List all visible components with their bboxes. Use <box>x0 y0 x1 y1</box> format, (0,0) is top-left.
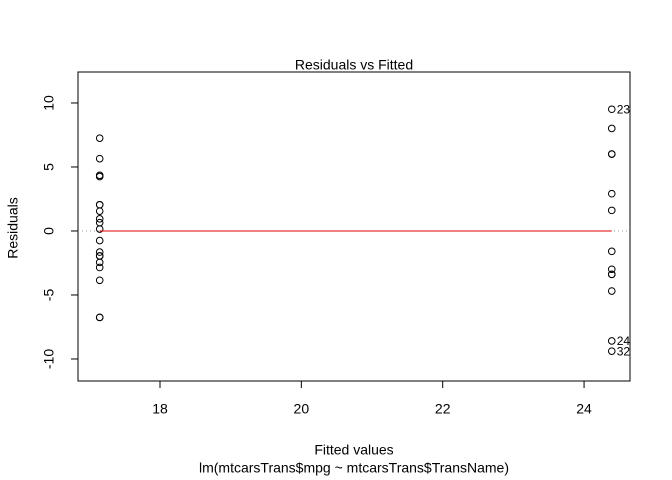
x-tick-label: 18 <box>152 401 168 417</box>
x-tick-label: 22 <box>435 401 451 417</box>
point <box>607 150 616 158</box>
point <box>607 124 616 133</box>
point <box>95 248 104 256</box>
point <box>607 105 616 114</box>
y-tick-label: 10 <box>41 95 57 111</box>
point <box>607 287 616 295</box>
point <box>607 189 616 198</box>
point <box>607 247 616 256</box>
point <box>95 313 104 322</box>
point <box>95 134 104 142</box>
plot-frame <box>77 71 631 382</box>
point-label: 32 <box>617 344 631 358</box>
point <box>95 200 104 209</box>
point <box>95 276 104 285</box>
point <box>607 347 616 355</box>
y-axis-label: Residuals <box>5 197 21 258</box>
subtitle: lm(mtcarsTrans$mpg ~ mtcarsTrans$TransNa… <box>199 460 509 476</box>
x-tick-label: 20 <box>294 401 310 417</box>
chart-title: Residuals vs Fitted <box>295 57 413 73</box>
point <box>607 337 616 345</box>
point <box>95 263 104 272</box>
point <box>95 225 104 233</box>
y-tick-label: -5 <box>41 289 57 302</box>
point-label: 24 <box>617 334 631 348</box>
point <box>607 206 616 215</box>
point <box>607 270 616 279</box>
point <box>95 252 104 260</box>
point <box>95 236 104 245</box>
y-tick-label: 0 <box>41 227 57 235</box>
x-tick-label: 24 <box>576 401 592 417</box>
point-label: 23 <box>617 102 631 116</box>
point <box>95 171 104 180</box>
point <box>607 265 616 274</box>
point <box>95 215 104 223</box>
y-tick-label: 5 <box>41 163 57 171</box>
point <box>95 154 104 163</box>
x-axis-label: Fitted values <box>314 442 393 458</box>
y-tick-label: -10 <box>41 349 57 369</box>
